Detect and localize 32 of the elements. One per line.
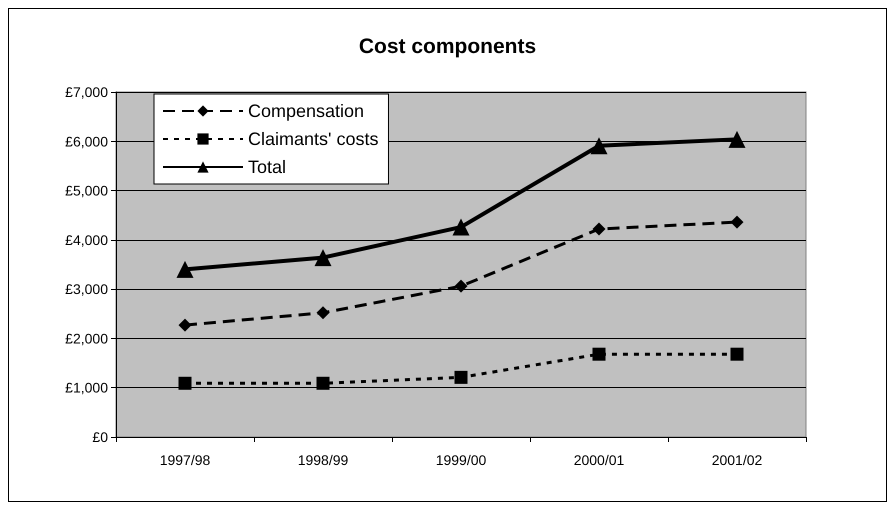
- y-tick-label: £0: [92, 429, 108, 445]
- point: [590, 137, 608, 154]
- point: [314, 249, 332, 266]
- point: [592, 222, 606, 236]
- chart-title: Cost components: [358, 35, 536, 58]
- legend-label: Compensation: [248, 101, 364, 121]
- y-tick-label: £5,000: [65, 182, 108, 199]
- y-tick-label: £7,000: [65, 84, 108, 100]
- point: [452, 218, 470, 236]
- x-tick-label: 1998/99: [298, 452, 349, 468]
- x-tick-label: 2001/02: [712, 452, 763, 468]
- point: [730, 216, 744, 229]
- y-tick-label: £6,000: [65, 133, 108, 150]
- y-tick-label: £4,000: [65, 232, 108, 248]
- y-tick-label: £2,000: [65, 330, 108, 346]
- x-tick-label: 2000/01: [574, 452, 625, 468]
- y-tick-label: £3,000: [65, 281, 108, 298]
- point: [454, 280, 468, 293]
- point: [454, 370, 468, 384]
- point: [178, 318, 192, 332]
- y-tick-label: £1,000: [65, 380, 108, 396]
- point: [730, 348, 744, 361]
- point: [316, 306, 330, 320]
- point: [316, 376, 330, 390]
- point: [592, 348, 606, 361]
- legend-label: Claimants' costs: [248, 129, 378, 149]
- x-tick-label: 1999/00: [436, 452, 487, 468]
- point: [176, 260, 194, 278]
- x-tick-label: 1997/98: [160, 452, 211, 468]
- legend-label: Total: [248, 157, 286, 177]
- point: [178, 376, 192, 390]
- point: [728, 130, 746, 148]
